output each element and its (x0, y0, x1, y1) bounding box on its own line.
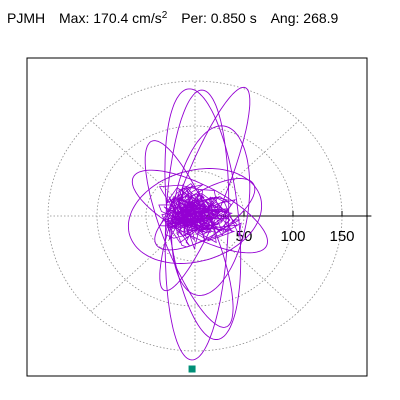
particle-trace (127, 86, 268, 361)
grid-spoke-45 (194, 120, 300, 217)
trace-core (158, 183, 242, 251)
grid-spoke-315 (194, 215, 300, 312)
angle-label: Ang: (270, 10, 300, 26)
tick-label-150: 150 (329, 228, 354, 245)
trace-loop-0 (164, 89, 230, 361)
trace-loop-7 (154, 178, 256, 251)
trace-loop-3 (144, 140, 234, 328)
grid-spoke-135 (90, 120, 196, 217)
trace-loop-6 (131, 169, 268, 254)
tick-marks (243, 211, 343, 216)
period-label: Per: (181, 10, 207, 26)
chart-header: PJMH Max: 170.4 cm/s2 Per: 0.850 s Ang: … (7, 10, 338, 26)
peak-marker (188, 365, 196, 373)
max-unit-power: 2 (161, 10, 168, 21)
trace-loop-4 (171, 125, 251, 296)
tick-labels: 50 100 150 (236, 228, 355, 245)
grid-spoke-225 (90, 215, 196, 312)
period-value: 0.850 s (210, 10, 257, 26)
tick-label-50: 50 (236, 228, 253, 245)
plot-frame (26, 57, 368, 377)
angle-value: 268.9 (303, 10, 339, 26)
tick-label-100: 100 (280, 228, 305, 245)
trace-loop-5 (127, 168, 263, 264)
max-value: 170.4 cm/s (93, 10, 162, 26)
trace-loop-1 (164, 88, 242, 340)
max-label: Max: (59, 10, 90, 26)
station-code: PJMH (7, 10, 46, 26)
